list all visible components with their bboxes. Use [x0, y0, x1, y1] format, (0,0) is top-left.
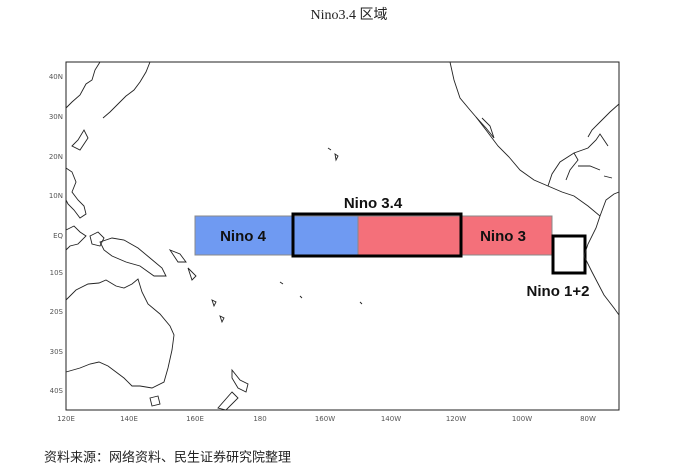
lon-label: 140W	[381, 415, 401, 423]
lat-label: 20N	[49, 153, 63, 161]
lon-label: 160W	[315, 415, 335, 423]
lon-label: 160E	[186, 415, 204, 423]
nino4-box	[194, 215, 359, 256]
nino3-box	[357, 215, 553, 256]
nino12-box	[551, 234, 587, 275]
title: Nino3.4 区域	[311, 7, 388, 23]
region-label: Nino 4	[220, 228, 266, 245]
lat-label: 10S	[50, 269, 64, 277]
lat-axis: 40N 30N 20N 10N EQ 10S 20S 30S 40S	[49, 73, 64, 395]
region-label: Nino 1+2	[527, 283, 590, 300]
region-label: Nino 3	[480, 228, 526, 245]
lat-label: 20S	[50, 308, 64, 316]
region-label: Nino 3.4	[344, 195, 403, 212]
lon-label: 120E	[57, 415, 75, 423]
lon-label: 120W	[446, 415, 466, 423]
lat-label: EQ	[53, 232, 63, 240]
lon-label: 80W	[580, 415, 596, 423]
coastlines	[65, 61, 620, 411]
lat-label: 30S	[50, 348, 64, 356]
lat-label: 40N	[49, 73, 63, 81]
lat-label: 10N	[49, 192, 63, 200]
lon-label: 100W	[512, 415, 532, 423]
source-note: 资料来源：网络资料、民生证券研究院整理	[44, 450, 291, 466]
lat-label: 40S	[50, 387, 64, 395]
lon-label: 180	[253, 415, 266, 423]
lon-axis: 120E 140E 160E 180 160W 140W 120W 100W 8…	[57, 415, 596, 423]
lat-label: 30N	[49, 113, 63, 121]
lon-label: 140E	[120, 415, 138, 423]
nino34-box	[291, 212, 463, 258]
map-frame	[65, 61, 620, 411]
